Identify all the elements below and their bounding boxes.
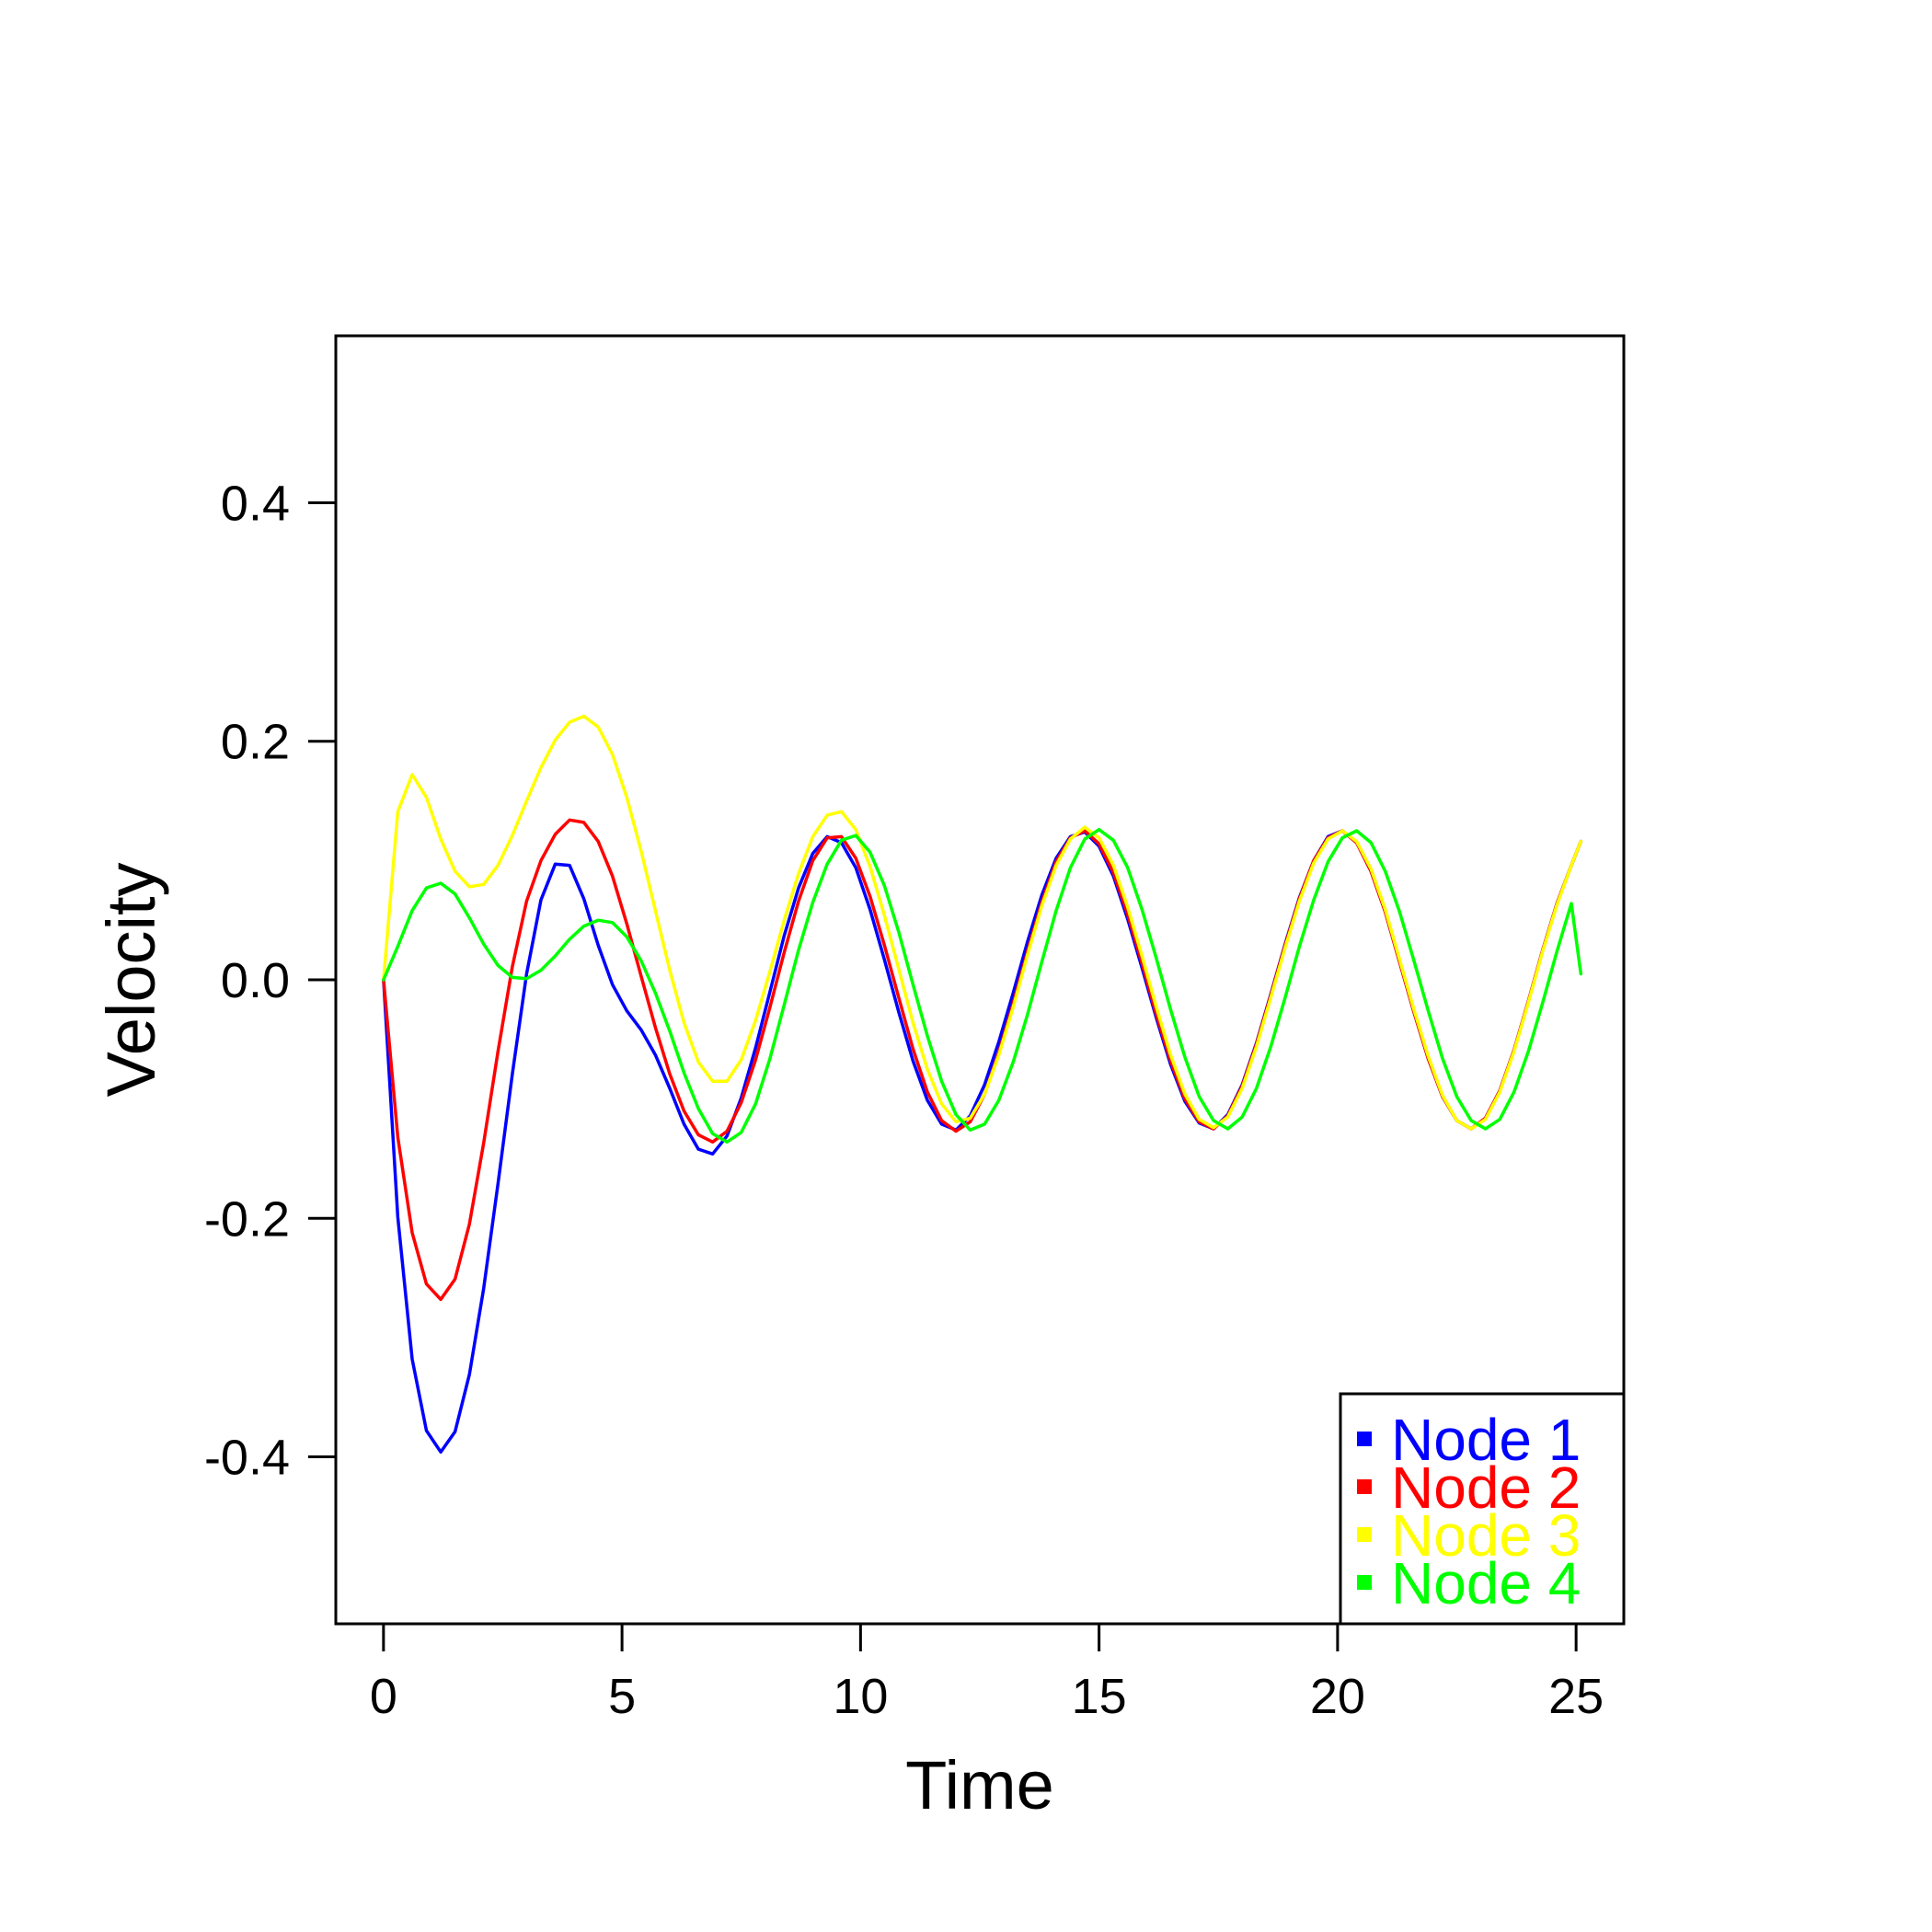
legend-marker-node-1 — [1357, 1432, 1372, 1446]
series-line-node-4 — [382, 827, 1583, 1144]
x-tick-label: 5 — [608, 1669, 636, 1724]
x-tick-label: 10 — [833, 1669, 888, 1724]
x-tick-label: 0 — [370, 1669, 397, 1724]
legend-marker-node-3 — [1357, 1527, 1372, 1542]
x-tick-label: 15 — [1072, 1669, 1127, 1724]
legend-box — [1339, 1392, 1626, 1626]
y-tick-label: 0.0 — [221, 953, 290, 1008]
y-axis-title: Velocity — [93, 862, 169, 1097]
legend-label-node-3: Node 3 — [1391, 1502, 1581, 1569]
x-tick-label: 25 — [1548, 1669, 1604, 1724]
y-tick-label: 0.4 — [221, 476, 290, 531]
y-tick-label: -0.4 — [204, 1431, 290, 1486]
x-axis-title: Time — [905, 1747, 1054, 1823]
x-axis: 0 5 10 15 20 25 — [370, 1622, 1604, 1724]
legend-label-node-1: Node 1 — [1391, 1407, 1581, 1473]
legend-label-node-2: Node 2 — [1391, 1455, 1581, 1521]
y-tick-label: -0.2 — [204, 1191, 290, 1247]
legend-label-node-4: Node 4 — [1391, 1550, 1581, 1616]
legend-marker-node-2 — [1357, 1479, 1372, 1494]
series-layer — [382, 714, 1583, 1455]
x-tick-label: 20 — [1310, 1669, 1365, 1724]
series-line-node-3 — [382, 714, 1583, 1131]
legend-marker-node-4 — [1357, 1575, 1372, 1590]
y-axis: -0.4 -0.2 0.0 0.2 0.4 — [204, 476, 338, 1486]
y-tick-label: 0.2 — [221, 715, 290, 770]
